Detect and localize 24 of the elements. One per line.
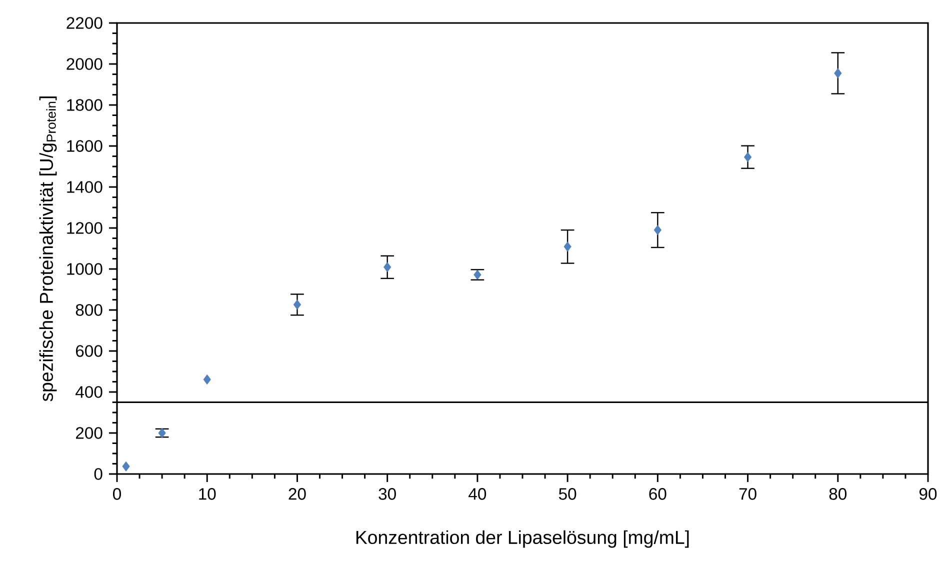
- x-tick-label: 60: [649, 488, 666, 500]
- x-tick-label: 30: [378, 488, 396, 500]
- y-axis-title: spezifische Proteinaktivität [U/g$_{Protein}$]: [39, 96, 57, 402]
- x-tick-label: 50: [558, 488, 576, 500]
- y-tick-label: 2200: [66, 17, 102, 29]
- y-tick-label: 1400: [67, 181, 102, 193]
- y-tick-label: 1200: [67, 222, 102, 234]
- x-axis-title: Konzentration der Lipaselösung [mg/mL]: [356, 530, 689, 548]
- x-tick-label: 0: [113, 488, 121, 500]
- x-tick-label: 70: [739, 488, 756, 500]
- y-tick-label: 1800: [67, 99, 102, 111]
- y-tick-label: 2000: [66, 58, 102, 70]
- y-tick-label: 800: [76, 304, 102, 316]
- x-tick-label: 80: [829, 488, 847, 500]
- y-tick-label: 600: [76, 345, 102, 357]
- x-tick-label: 40: [468, 488, 486, 500]
- y-tick-label: 400: [76, 386, 102, 398]
- y-tick-label: 0: [94, 468, 102, 480]
- y-tick-label: 1600: [67, 140, 102, 152]
- y-tick-label: 1000: [67, 263, 102, 275]
- x-tick-label: 90: [920, 488, 937, 500]
- x-tick-label: 20: [288, 488, 306, 500]
- x-tick-label: 10: [199, 488, 216, 500]
- y-tick-label: 200: [76, 427, 102, 439]
